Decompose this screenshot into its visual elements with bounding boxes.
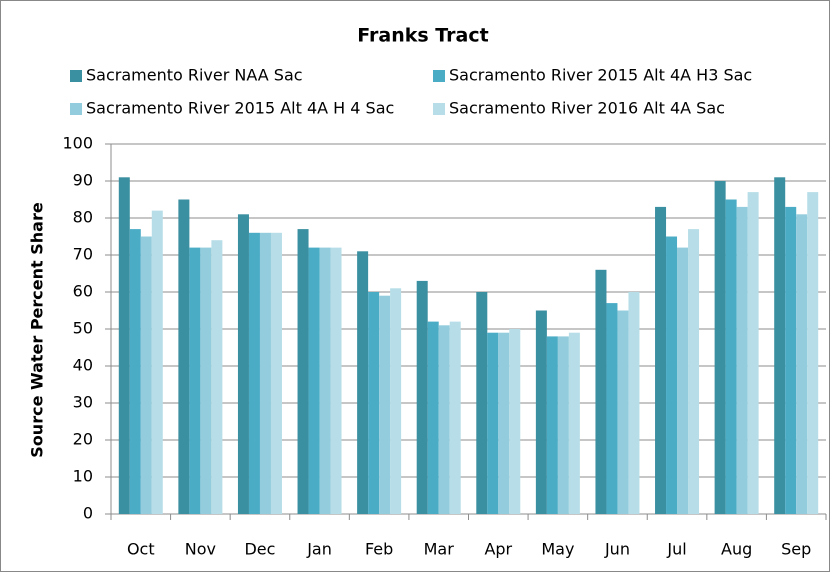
- bar: [237, 214, 249, 515]
- bar: [129, 229, 141, 514]
- y-tick-label: 20: [73, 430, 93, 449]
- y-axis-label: Source Water Percent Share: [28, 202, 47, 458]
- x-tick-label: May: [541, 540, 574, 559]
- bar: [747, 192, 759, 514]
- legend-label: Sacramento River 2015 Alt 4A H3 Sac: [449, 66, 752, 85]
- x-tick-label: Nov: [185, 540, 216, 559]
- bar: [416, 280, 428, 514]
- x-tick-label: Sep: [781, 540, 811, 559]
- bar: [140, 236, 152, 514]
- bar: [118, 177, 130, 515]
- bar: [546, 336, 558, 514]
- bar: [379, 295, 391, 514]
- bar: [308, 247, 320, 514]
- bar: [535, 310, 547, 514]
- bar: [259, 232, 271, 515]
- x-tick-label: Oct: [127, 540, 155, 559]
- bar: [390, 288, 402, 514]
- bar: [736, 206, 748, 514]
- bar: [476, 292, 488, 514]
- bar: [628, 292, 640, 514]
- bar: [796, 214, 808, 515]
- legend-label: Sacramento River 2015 Alt 4A H 4 Sac: [86, 99, 394, 118]
- bar: [774, 177, 786, 515]
- x-tick-label: Jul: [666, 540, 686, 559]
- bar: [557, 336, 569, 514]
- bar: [357, 251, 369, 515]
- bar: [807, 192, 819, 514]
- bar: [438, 325, 450, 514]
- y-tick-label: 80: [73, 208, 93, 227]
- x-tick-label: Jun: [604, 540, 630, 559]
- legend-swatch: [433, 70, 445, 82]
- bar: [248, 232, 260, 515]
- y-tick-label: 10: [73, 467, 93, 486]
- legend-swatch: [433, 103, 445, 115]
- y-tick-label: 50: [73, 319, 93, 338]
- bar: [498, 332, 510, 514]
- x-tick-label: Dec: [244, 540, 275, 559]
- legend-swatch: [70, 70, 82, 82]
- bar: [449, 321, 461, 514]
- bar: [427, 321, 439, 514]
- y-tick-label: 100: [62, 134, 93, 153]
- x-tick-label: Apr: [484, 540, 512, 559]
- bar: [330, 247, 342, 514]
- y-tick-label: 70: [73, 245, 93, 264]
- chart-title: Franks Tract: [357, 25, 488, 47]
- bar: [211, 240, 223, 514]
- legend-label: Sacramento River NAA Sac: [86, 66, 303, 85]
- legend-label: Sacramento River 2016 Alt 4A Sac: [449, 99, 725, 118]
- bar: [368, 292, 380, 514]
- legend-swatch: [70, 103, 82, 115]
- bar: [178, 199, 190, 514]
- y-tick-label: 40: [73, 356, 93, 375]
- bar: [270, 232, 282, 515]
- y-tick-label: 30: [73, 393, 93, 412]
- bar: [655, 206, 667, 514]
- bar: [189, 247, 201, 514]
- bar: [725, 199, 737, 514]
- bar: [666, 236, 678, 514]
- bar: [677, 247, 689, 514]
- x-tick-label: Feb: [365, 540, 393, 559]
- x-tick-label: Jan: [306, 540, 332, 559]
- bar: [297, 229, 309, 514]
- bar: [319, 247, 331, 514]
- bar: [714, 181, 726, 514]
- bar: [568, 332, 580, 514]
- bar: [200, 247, 212, 514]
- bar: [509, 329, 521, 514]
- bar: [688, 229, 700, 514]
- bar: [487, 332, 499, 514]
- x-tick-label: Mar: [424, 540, 455, 559]
- bar: [617, 310, 629, 514]
- bar: [785, 206, 797, 514]
- bar: [595, 269, 607, 514]
- bar: [606, 303, 618, 514]
- y-tick-label: 0: [83, 504, 93, 523]
- y-tick-label: 60: [73, 282, 93, 301]
- y-tick-label: 90: [73, 171, 93, 190]
- bar: [151, 210, 163, 514]
- x-tick-label: Aug: [721, 540, 752, 559]
